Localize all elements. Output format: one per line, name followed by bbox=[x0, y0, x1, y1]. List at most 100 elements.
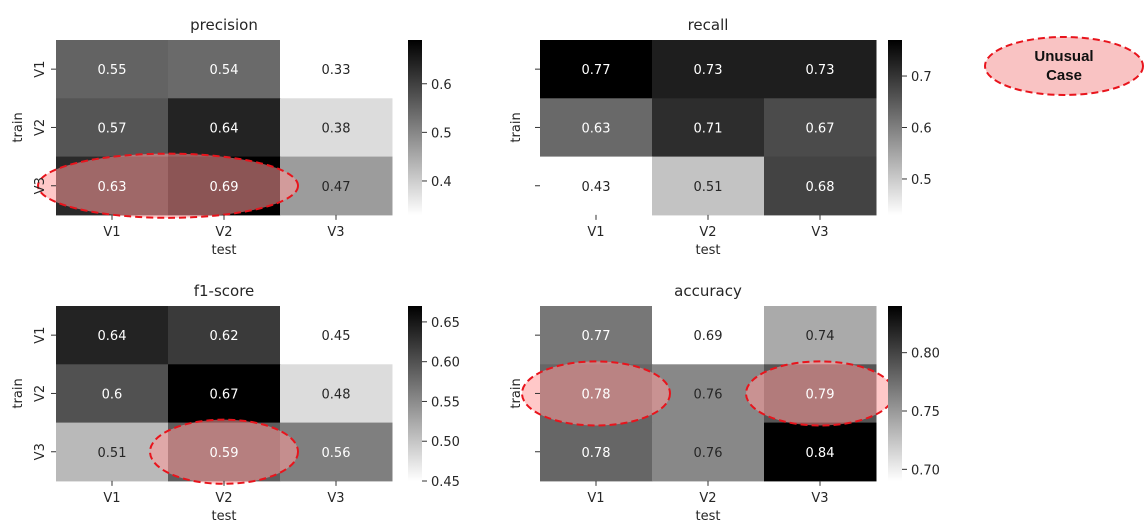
panel-title: recall bbox=[688, 16, 729, 34]
colorbar-tick-label: 0.45 bbox=[431, 475, 460, 490]
y-tick-label: V3 bbox=[33, 443, 48, 460]
colorbar-tick-label: 0.6 bbox=[431, 78, 452, 93]
panel-title: accuracy bbox=[674, 282, 742, 300]
cell-value-label: 0.84 bbox=[806, 446, 835, 461]
colorbar-tick-label: 0.50 bbox=[431, 435, 460, 450]
x-tick-label: V1 bbox=[103, 491, 120, 506]
y-axis-label: train bbox=[509, 378, 524, 408]
heatmap-cell bbox=[764, 40, 877, 99]
heatmap-cell bbox=[764, 156, 877, 216]
colorbar bbox=[408, 40, 422, 215]
x-tick-label: V2 bbox=[215, 225, 232, 240]
heatmap-cell bbox=[764, 306, 877, 365]
cell-value-label: 0.73 bbox=[806, 63, 835, 78]
unusual-case-label-line-2: Case bbox=[1046, 67, 1082, 84]
heatmap-panel-recall: 0.77 0.73 0.73 0.63 0.71 0.67 0.43 0.51 0.68 reca… bbox=[509, 16, 932, 258]
y-tick-label: V2 bbox=[33, 385, 48, 402]
y-axis-label: train bbox=[11, 378, 26, 408]
cell-value-label: 0.63 bbox=[98, 180, 127, 195]
colorbar-tick-label: 0.70 bbox=[911, 463, 940, 478]
colorbar-tick-label: 0.5 bbox=[431, 126, 452, 141]
heatmap-cell bbox=[280, 364, 393, 424]
panel-title: precision bbox=[190, 16, 258, 34]
heatmap-cell bbox=[56, 364, 169, 424]
cell-value-label: 0.67 bbox=[210, 387, 239, 402]
x-tick-label: V3 bbox=[811, 225, 828, 240]
colorbar-tick-label: 0.6 bbox=[911, 122, 932, 137]
colorbar bbox=[888, 306, 902, 481]
heatmap-panel-accuracy: 0.77 0.69 0.74 0.78 0.76 0.79 0.78 0.76 0.84 accu… bbox=[509, 282, 940, 524]
cell-value-label: 0.63 bbox=[582, 121, 611, 136]
heatmap-cell bbox=[168, 306, 281, 365]
heatmap-cell bbox=[540, 306, 653, 365]
y-tick-label: V3 bbox=[33, 177, 48, 194]
cell-value-label: 0.69 bbox=[210, 180, 239, 195]
cell-value-label: 0.38 bbox=[322, 121, 351, 136]
cell-value-label: 0.64 bbox=[98, 329, 127, 344]
heatmap-cell bbox=[540, 98, 653, 158]
heatmap-cell bbox=[540, 422, 653, 482]
cell-value-label: 0.6 bbox=[102, 387, 123, 402]
cell-value-label: 0.62 bbox=[210, 329, 239, 344]
unusual-case-ellipse bbox=[984, 36, 1144, 96]
heatmap-cell bbox=[168, 98, 281, 158]
x-tick-label: V1 bbox=[587, 225, 604, 240]
colorbar-tick-label: 0.75 bbox=[911, 405, 940, 420]
cell-value-label: 0.33 bbox=[322, 63, 351, 78]
cell-value-label: 0.79 bbox=[806, 387, 835, 402]
y-axis-label: train bbox=[11, 112, 26, 142]
x-axis-label: test bbox=[212, 509, 237, 524]
cell-value-label: 0.55 bbox=[98, 63, 127, 78]
y-tick-label: V2 bbox=[33, 119, 48, 136]
cell-value-label: 0.78 bbox=[582, 387, 611, 402]
cell-value-label: 0.59 bbox=[210, 446, 239, 461]
cell-value-label: 0.54 bbox=[210, 63, 239, 78]
cell-value-label: 0.77 bbox=[582, 63, 611, 78]
heatmap-cell bbox=[652, 156, 765, 216]
y-tick-label: V1 bbox=[33, 327, 48, 344]
heatmap-cell bbox=[56, 306, 169, 365]
colorbar-tick-label: 0.65 bbox=[431, 316, 460, 331]
cell-value-label: 0.76 bbox=[694, 446, 723, 461]
heatmap-cell bbox=[280, 40, 393, 99]
x-tick-label: V2 bbox=[699, 225, 716, 240]
x-tick-label: V2 bbox=[215, 491, 232, 506]
cell-value-label: 0.68 bbox=[806, 180, 835, 195]
cell-value-label: 0.43 bbox=[582, 180, 611, 195]
heatmap-cell bbox=[540, 156, 653, 216]
colorbar bbox=[408, 306, 422, 481]
cell-value-label: 0.73 bbox=[694, 63, 723, 78]
heatmap-cell bbox=[168, 364, 281, 424]
x-tick-label: V3 bbox=[811, 491, 828, 506]
unusual-case-label-line-1: Unusual bbox=[1034, 48, 1093, 65]
x-tick-label: V3 bbox=[327, 225, 344, 240]
heatmap-panel-precision: 0.55 0.54 0.33 0.57 0.64 0.38 0.63 0.69 0.47 prec… bbox=[11, 16, 452, 258]
cell-value-label: 0.51 bbox=[694, 180, 723, 195]
cell-value-label: 0.78 bbox=[582, 446, 611, 461]
unusual-case-highlight bbox=[37, 152, 299, 219]
heatmap-cell bbox=[280, 306, 393, 365]
cell-value-label: 0.77 bbox=[582, 329, 611, 344]
cell-value-label: 0.57 bbox=[98, 121, 127, 136]
colorbar-tick-label: 0.5 bbox=[911, 173, 932, 188]
unusual-case-highlight bbox=[521, 360, 671, 427]
y-axis-label: train bbox=[509, 112, 524, 142]
heatmap-cell bbox=[652, 40, 765, 99]
y-tick-label: V1 bbox=[33, 61, 48, 78]
heatmap-cell bbox=[56, 422, 169, 482]
colorbar-tick-label: 0.55 bbox=[431, 395, 460, 410]
colorbar-tick-label: 0.7 bbox=[911, 70, 932, 85]
cell-value-label: 0.47 bbox=[322, 180, 351, 195]
heatmap-cell bbox=[652, 306, 765, 365]
cell-value-label: 0.74 bbox=[806, 329, 835, 344]
heatmap-cell bbox=[56, 98, 169, 158]
heatmap-cell bbox=[280, 98, 393, 158]
heatmap-cell bbox=[652, 422, 765, 482]
heatmap-cell bbox=[652, 98, 765, 158]
colorbar-tick-label: 0.60 bbox=[431, 356, 460, 371]
cell-value-label: 0.56 bbox=[322, 446, 351, 461]
x-tick-label: V1 bbox=[103, 225, 120, 240]
cell-value-label: 0.71 bbox=[694, 121, 723, 136]
cell-value-label: 0.51 bbox=[98, 446, 127, 461]
